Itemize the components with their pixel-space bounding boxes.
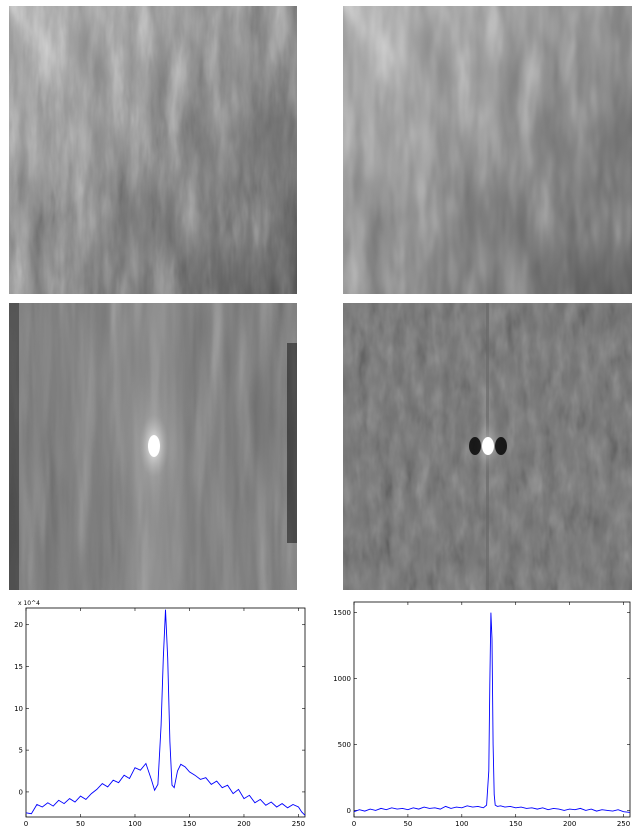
right-plot-y-tick-label: 1500 (333, 609, 351, 617)
right-plot-series-line (353, 612, 631, 813)
right-plot-x-tick-label: 100 (455, 820, 468, 828)
left-plot-axes-frame (25, 607, 306, 818)
spectrum-image-middle-right (343, 303, 632, 590)
left-plot-x-tick-label: 150 (183, 820, 196, 828)
left-plot-x-tick-label: 200 (237, 820, 250, 828)
right-plot-x-tick-label: 50 (403, 820, 412, 828)
line-plot-left-svg: 0 50 100 150 200 250 0 5 10 15 20 x 10^4 (14, 600, 306, 828)
left-plot-x-tick-label: 100 (128, 820, 141, 828)
left-plot-x-tick-label: 250 (292, 820, 305, 828)
line-plot-right: 0 50 100 150 200 250 0 500 1000 1500 (320, 596, 634, 828)
spectrum-image-middle-left (9, 303, 297, 590)
right-plot-x-tick-label: 0 (352, 820, 356, 828)
left-plot-y-tick-label: 20 (14, 621, 23, 629)
left-plot-y-tick-label: 10 (14, 705, 23, 713)
right-plot-y-tick-label: 1000 (333, 675, 351, 683)
texture-image-top-left (9, 6, 297, 294)
left-plot-x-tick-label: 0 (24, 820, 28, 828)
right-plot-y-tick-label: 500 (338, 741, 351, 749)
left-plot-y-tick-label: 0 (19, 788, 23, 796)
right-plot-x-tick-label: 150 (509, 820, 522, 828)
grayscale-image-top-right (343, 6, 632, 294)
left-plot-series-line (25, 609, 306, 816)
left-plot-y-exponent-label: x 10^4 (18, 600, 40, 607)
left-plot-y-tick-label: 15 (14, 663, 23, 671)
spectrum-image-right (343, 303, 632, 590)
left-plot-x-tick-label: 50 (76, 820, 85, 828)
right-plot-x-tick-label: 200 (563, 820, 576, 828)
grayscale-image-top-left (9, 6, 297, 294)
spectrum-image-left (9, 303, 297, 590)
right-plot-x-tick-label: 250 (617, 820, 630, 828)
line-plot-right-svg: 0 50 100 150 200 250 0 500 1000 1500 (333, 601, 631, 828)
line-plot-left: 0 50 100 150 200 250 0 5 10 15 20 x 10^4 (0, 596, 310, 828)
central-peak-right (482, 437, 494, 455)
central-peak (148, 435, 160, 457)
left-plot-y-tick-label: 5 (19, 747, 23, 755)
right-plot-y-tick-label: 0 (347, 807, 351, 815)
texture-image-top-right (343, 6, 632, 294)
